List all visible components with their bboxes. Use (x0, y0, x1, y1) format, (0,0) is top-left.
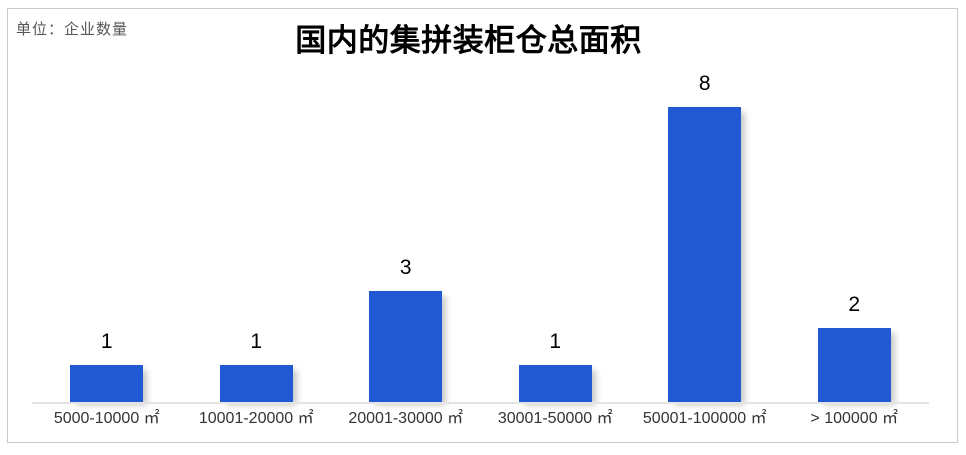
bar (70, 365, 144, 402)
bar-column: 8 (630, 57, 780, 402)
bar-value-label: 1 (100, 330, 113, 353)
bar-value-label: 3 (399, 256, 412, 279)
x-axis-labels: 5000-10000 ㎡ 10001-20000 ㎡ 20001-30000 ㎡ 30… (32, 404, 929, 428)
unit-label: 单位：企业数量 (16, 21, 129, 38)
x-axis-tick-label: > 100000 ㎡ (810, 410, 899, 427)
bar-value-label: 2 (848, 293, 861, 316)
bar (817, 328, 891, 402)
x-axis-tick-label: 20001-30000 ㎡ (348, 410, 464, 427)
bar-plot-area: 1 1 3 1 8 2 (32, 57, 929, 402)
bar-column: 1 (481, 57, 631, 402)
bar (518, 365, 592, 402)
chart-container: 单位：企业数量 国内的集拼装柜仓总面积 1 1 3 1 8 2 5000-10000 ㎡ 1… (7, 8, 958, 443)
bar-column: 2 (780, 57, 930, 402)
bar-value-label: 1 (549, 330, 562, 353)
bar-value-label: 1 (250, 330, 263, 353)
x-axis-tick-label: 30001-50000 ㎡ (497, 410, 613, 427)
chart-title: 国内的集拼装柜仓总面积 (295, 23, 642, 58)
bar (369, 291, 443, 402)
x-axis-tick-label: 5000-10000 ㎡ (53, 410, 160, 427)
x-axis-tick-label: 10001-20000 ㎡ (198, 410, 314, 427)
bar-column: 3 (331, 57, 481, 402)
x-axis-line (32, 402, 929, 404)
bar-column: 1 (182, 57, 332, 402)
bar (668, 107, 742, 402)
bar-value-label: 8 (698, 72, 711, 95)
bar-column: 1 (32, 57, 182, 402)
bar (219, 365, 293, 402)
x-axis-tick-label: 50001-100000 ㎡ (642, 410, 767, 427)
